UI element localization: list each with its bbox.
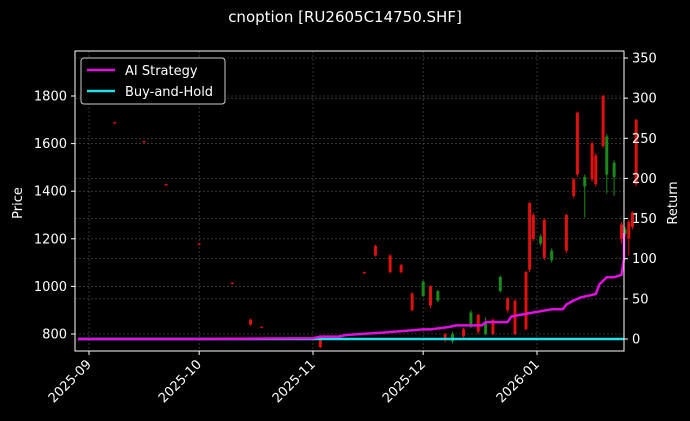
candle-body xyxy=(249,319,253,325)
candle-body xyxy=(429,286,433,306)
candle-body xyxy=(451,334,455,342)
legend: AI Strategy Buy-and-Hold xyxy=(80,57,226,105)
candle-body xyxy=(469,312,473,327)
candle-body xyxy=(627,222,631,239)
candle-body xyxy=(564,215,568,251)
tick-label-date: 2025-10 xyxy=(156,357,205,406)
legend-label-ai-strategy: AI Strategy xyxy=(125,64,198,79)
chart-title: cnoption [RU2605C14750.SHF] xyxy=(228,8,462,26)
legend-box xyxy=(80,57,226,105)
candlesticks xyxy=(113,94,638,349)
candle-body xyxy=(164,184,168,186)
tick-label-date: 2025-09 xyxy=(46,357,95,406)
candle-body xyxy=(575,112,579,175)
tick-label-return: 350 xyxy=(632,52,657,67)
y-axis-label-price: Price xyxy=(11,187,26,219)
candle-body xyxy=(388,255,392,273)
tick-label-price: 1400 xyxy=(34,185,67,200)
x-axis-dates: 2025-09 2025-10 2025-11 2025-12 2026-01 xyxy=(46,351,543,406)
candle-body xyxy=(601,96,605,146)
tick-label-return: 0 xyxy=(632,333,640,348)
tick-label-price: 1800 xyxy=(34,90,67,105)
candle-body xyxy=(572,179,576,196)
ai-strategy-line xyxy=(78,233,626,341)
plot-frame xyxy=(74,50,625,352)
tick-label-return: 50 xyxy=(632,292,649,307)
y-axis-return: 0 50 100 150 200 250 300 350 xyxy=(624,52,657,348)
tick-label-return: 250 xyxy=(632,132,657,147)
tick-label-return: 100 xyxy=(632,252,657,267)
return-lines xyxy=(78,233,626,341)
candle-body xyxy=(373,245,377,256)
candle-body xyxy=(531,215,535,239)
tick-label-price: 800 xyxy=(42,328,67,343)
candle-body xyxy=(484,322,488,334)
candle-body xyxy=(630,212,634,227)
candle-body xyxy=(550,250,554,261)
candle-body xyxy=(594,155,598,185)
candle-body xyxy=(513,300,517,334)
tick-label-return: 200 xyxy=(632,172,657,187)
candle-body xyxy=(399,264,403,273)
candle-body xyxy=(634,119,638,185)
candle-body xyxy=(443,334,447,339)
candle-body xyxy=(113,122,117,124)
candle-body xyxy=(318,336,322,348)
candle-body xyxy=(590,143,594,180)
candle-body xyxy=(436,291,440,301)
candle-body xyxy=(498,276,502,292)
gridlines xyxy=(75,51,624,351)
tick-label-price: 1200 xyxy=(34,232,67,247)
candle-body xyxy=(491,319,495,334)
candle-body xyxy=(362,272,366,274)
tick-label-return: 300 xyxy=(632,92,657,107)
candle-body xyxy=(605,136,609,175)
tick-label-return: 150 xyxy=(632,212,657,227)
candle-body xyxy=(619,224,623,239)
candle-body xyxy=(462,329,466,337)
candle-body xyxy=(197,243,201,245)
candle-body xyxy=(528,203,532,270)
y-axis-price: 800 1000 1200 1400 1600 1800 xyxy=(34,90,75,343)
tick-label-date: 2025-11 xyxy=(270,357,319,406)
candle-body xyxy=(539,236,543,244)
tick-label-date: 2026-01 xyxy=(494,357,543,406)
candle-body xyxy=(542,219,546,258)
tick-label-price: 1000 xyxy=(34,280,67,295)
y-axis-label-return: Return xyxy=(666,181,681,224)
tick-label-price: 1600 xyxy=(34,137,67,152)
candle-body xyxy=(260,326,264,328)
legend-label-buy-and-hold: Buy-and-Hold xyxy=(125,85,213,100)
candle-body xyxy=(583,176,587,187)
candle-body xyxy=(506,298,510,311)
candle-body xyxy=(230,282,234,285)
candle-body xyxy=(421,281,425,296)
candle-body xyxy=(142,141,146,143)
candle-body xyxy=(623,229,627,235)
candle-body xyxy=(476,314,480,332)
candle-body xyxy=(410,293,414,311)
candle-body xyxy=(524,272,528,330)
tick-label-date: 2025-12 xyxy=(380,357,429,406)
candle-body xyxy=(612,162,616,177)
